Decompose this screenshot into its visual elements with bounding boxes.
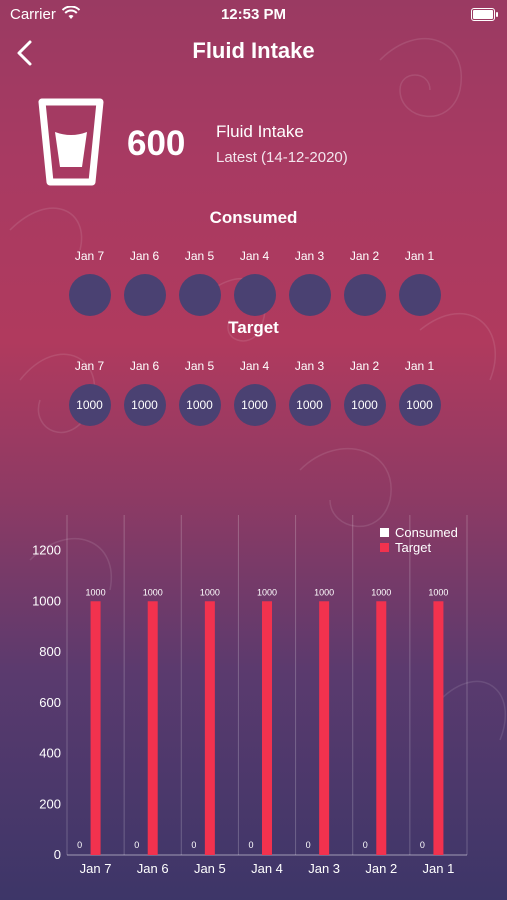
consumed-data-label: 0 (420, 840, 425, 850)
target-day: Jan 4 1000 (227, 358, 282, 426)
consumed-day: Jan 7 (62, 248, 117, 316)
target-circle[interactable]: 1000 (68, 384, 111, 426)
summary-label: Fluid Intake (216, 122, 304, 141)
consumed-day: Jan 1 (392, 248, 447, 316)
target-bar (433, 601, 444, 855)
consumed-circle[interactable] (68, 274, 111, 316)
consumed-circle[interactable] (233, 274, 276, 316)
day-label: Jan 2 (349, 359, 380, 373)
target-section-title: Target (228, 318, 279, 337)
consumed-day: Jan 3 (282, 248, 337, 316)
target-bar (319, 601, 330, 855)
consumed-circle[interactable] (288, 274, 331, 316)
target-data-label: 1000 (200, 587, 220, 597)
target-bar (90, 601, 101, 855)
status-bar: Carrier 12:53 PM (0, 0, 507, 28)
target-bar (262, 601, 272, 855)
consumed-data-label: 0 (306, 840, 311, 850)
battery-icon (471, 8, 498, 21)
target-data-label: 1000 (86, 587, 106, 597)
day-label: Jan 4 (239, 249, 270, 263)
target-day: Jan 1 1000 (392, 358, 447, 426)
legend-label-consumed: Consumed (395, 525, 458, 540)
consumed-section-title: Consumed (209, 208, 298, 227)
y-tick-label: 1200 (32, 543, 61, 558)
consumed-circle[interactable] (123, 274, 166, 316)
summary-latest-date: Latest (14-12-2020) (216, 149, 348, 166)
back-chevron-icon[interactable] (12, 38, 38, 68)
y-tick-label: 200 (39, 796, 61, 811)
target-day: Jan 5 1000 (172, 358, 227, 426)
legend-swatch-consumed (380, 528, 389, 537)
x-tick-label: Jan 1 (423, 861, 455, 876)
consumed-circle[interactable] (178, 274, 221, 316)
consumed-circle[interactable] (398, 274, 441, 316)
target-circle[interactable]: 1000 (398, 384, 441, 426)
summary-value: 600 (127, 124, 186, 163)
legend-swatch-target (380, 543, 389, 552)
day-label: Jan 6 (129, 359, 160, 373)
target-bar (147, 601, 158, 855)
target-data-label: 1000 (314, 587, 334, 597)
consumed-day-row: Jan 7 Jan 6 Jan 5 Jan 4 Jan 3 Jan 2 Jan … (62, 248, 452, 316)
day-label: Jan 1 (404, 249, 435, 263)
day-label: Jan 3 (294, 359, 325, 373)
target-data-label: 1000 (143, 587, 163, 597)
target-data-label: 1000 (371, 587, 391, 597)
consumed-data-label: 0 (77, 840, 82, 850)
consumed-circle[interactable] (343, 274, 386, 316)
fluid-intake-bar-chart: 0 200 400 600 800 1000 1200 Jan 7 0 1000 Jan 6 0 100… (32, 515, 468, 876)
day-label: Jan 2 (349, 249, 380, 263)
target-bar (204, 601, 215, 855)
x-tick-label: Jan 3 (308, 861, 340, 876)
day-label: Jan 7 (74, 249, 105, 263)
legend-label-target: Target (395, 540, 432, 555)
day-label: Jan 7 (74, 359, 105, 373)
target-bar (376, 601, 387, 855)
day-label: Jan 6 (129, 249, 160, 263)
consumed-data-label: 0 (248, 840, 253, 850)
target-day: Jan 2 1000 (337, 358, 392, 426)
day-label: Jan 5 (184, 359, 215, 373)
water-glass-icon (38, 98, 104, 186)
x-tick-label: Jan 7 (80, 861, 112, 876)
target-day: Jan 3 1000 (282, 358, 337, 426)
consumed-day: Jan 6 (117, 248, 172, 316)
consumed-data-label: 0 (191, 840, 196, 850)
consumed-day: Jan 2 (337, 248, 392, 316)
day-label: Jan 1 (404, 359, 435, 373)
x-tick-label: Jan 2 (365, 861, 397, 876)
target-circle[interactable]: 1000 (178, 384, 221, 426)
target-circle[interactable]: 1000 (233, 384, 276, 426)
y-tick-label: 800 (39, 644, 61, 659)
x-tick-label: Jan 4 (251, 861, 283, 876)
status-time: 12:53 PM (220, 6, 287, 23)
y-tick-label: 0 (54, 847, 61, 862)
wifi-icon (62, 6, 80, 19)
target-circle[interactable]: 1000 (123, 384, 166, 426)
consumed-day: Jan 4 (227, 248, 282, 316)
x-tick-label: Jan 5 (194, 861, 226, 876)
consumed-day: Jan 5 (172, 248, 227, 316)
x-tick-label: Jan 6 (137, 861, 169, 876)
y-tick-label: 400 (39, 746, 61, 761)
target-data-label: 1000 (428, 587, 448, 597)
day-label: Jan 3 (294, 249, 325, 263)
target-day: Jan 6 1000 (117, 358, 172, 426)
consumed-data-label: 0 (134, 840, 139, 850)
carrier-label: Carrier (10, 6, 56, 23)
day-label: Jan 4 (239, 359, 270, 373)
target-day-row: Jan 7 1000 Jan 6 1000 Jan 5 1000 Jan 4 1000 … (62, 358, 452, 426)
target-data-label: 1000 (257, 587, 277, 597)
page-title: Fluid Intake (192, 38, 315, 63)
y-tick-label: 1000 (32, 593, 61, 608)
target-day: Jan 7 1000 (62, 358, 117, 426)
day-label: Jan 5 (184, 249, 215, 263)
consumed-data-label: 0 (363, 840, 368, 850)
target-circle[interactable]: 1000 (343, 384, 386, 426)
target-circle[interactable]: 1000 (288, 384, 331, 426)
y-tick-label: 600 (39, 695, 61, 710)
